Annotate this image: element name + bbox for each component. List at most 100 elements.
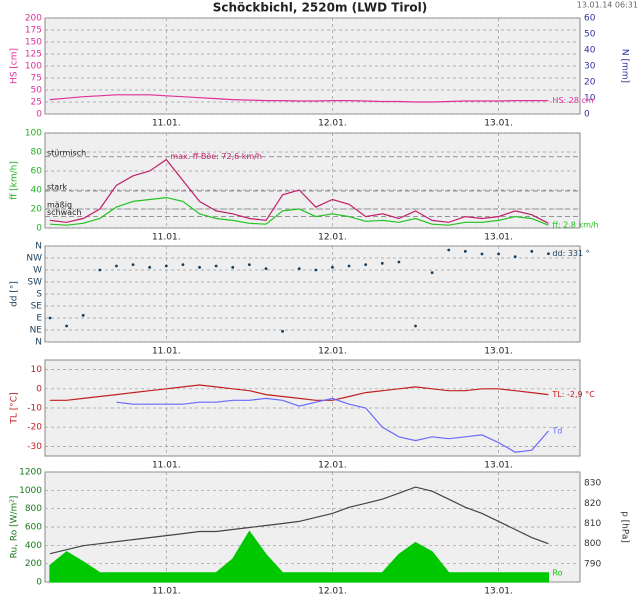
point [530,249,534,253]
reference-label: stark [47,182,67,191]
point [397,260,401,264]
x-tick-label: 12.01. [318,347,347,357]
line [116,397,549,453]
x-tick-label: 11.01. [152,587,181,597]
plot-area [44,132,581,229]
point [480,252,484,256]
y2-tick-label: 0 [584,110,590,120]
point [430,271,434,275]
y-tick-label: SW [27,278,42,288]
point [314,268,318,272]
point [331,265,334,269]
y-tick-label: NW [26,254,42,264]
y-tick-label: 100 [25,62,42,72]
y-tick-label: 50 [31,86,43,96]
point [364,263,368,267]
x-tick-label: 12.01. [318,233,347,243]
y2-tick-label: 10 [584,94,596,104]
point [231,265,235,269]
y-tick-label: -10 [27,404,42,414]
y-tick-label: 600 [25,523,42,533]
y-axis-label: ff [km/h] [10,161,20,200]
y-tick-label: 1000 [19,486,42,496]
y2-tick-label: 20 [584,78,596,88]
reference-label: schwach [47,208,82,217]
x-tick-label: 13.01. [484,233,513,243]
series-label: max. ff Böe: 72,6 km/h [170,152,262,161]
point [380,261,384,265]
y-tick-label: E [36,314,42,324]
y-tick-label: 25 [31,98,42,108]
y-tick-label: 125 [25,50,42,60]
series-label: ff: 2,8 km/h [552,221,598,230]
y-tick-label: 100 [25,129,42,139]
y-tick-label: 75 [31,74,42,84]
y2-tick-label: 820 [584,499,601,509]
title: Schöckbichl, 2520m (LWD Tirol) [213,1,428,15]
y-tick-label: 0 [36,384,42,394]
series-label: HS: 28 cm [552,96,593,105]
y-tick-label: 400 [25,541,42,551]
y-tick-label: 200 [25,559,42,569]
y2-axis-label: N [mm] [620,49,630,83]
reference-label: stürmisch [47,148,86,157]
y-tick-label: S [36,290,42,300]
y-tick-label: 80 [31,148,43,158]
point [414,324,417,328]
point [164,264,168,268]
x-tick-label: 13.01. [484,347,513,357]
point [48,316,52,320]
x-tick-label: 11.01. [152,347,181,357]
y-axis-label: Ru, Ro [W/m²] [10,496,20,559]
point [81,313,85,317]
y2-tick-label: 800 [584,539,601,549]
y2-tick-label: 830 [584,479,601,489]
y-tick-label: 40 [31,186,43,196]
y-tick-label: SE [31,302,43,312]
point [281,329,284,333]
x-tick-label: 11.01. [152,461,181,471]
point [214,264,218,268]
point [115,264,118,268]
y-tick-label: N [35,338,42,348]
x-tick-label: 13.01. [484,119,513,129]
reference-label: mäßig [47,201,72,210]
x-tick-label: 13.01. [484,461,513,471]
y-tick-label: 200 [25,14,42,24]
line [49,94,549,103]
series-label: dd: 331 ° [552,249,589,258]
point [297,267,301,271]
y-tick-label: 60 [31,167,43,177]
y-tick-label: 0 [36,224,42,234]
y-tick-label: NE [30,326,43,336]
y-tick-label: N [35,242,42,252]
y-tick-label: 175 [25,26,42,36]
y2-tick-label: 50 [584,30,596,40]
y-axis-label: TL [°C] [10,392,20,424]
y-tick-label: 20 [31,205,43,215]
point [497,252,500,256]
y-tick-label: 0 [36,110,42,120]
y2-tick-label: 60 [584,14,596,24]
y2-axis-label: p [hPa] [620,511,630,543]
point [65,324,68,328]
y-axis-label: dd [°] [10,281,20,307]
point [181,263,185,267]
y-tick-label: 800 [25,504,42,514]
point [198,265,201,269]
y-tick-label: 1200 [19,468,42,478]
point [513,255,517,259]
point [347,264,351,268]
x-tick-label: 11.01. [152,233,181,243]
timestamp: 13.01.14 06:31 [577,1,638,10]
point [264,267,268,271]
y-tick-label: W [33,266,42,276]
series-label: Ro [552,568,562,577]
y-tick-label: 150 [25,38,42,48]
y2-tick-label: 40 [584,46,596,56]
series-label: Td [551,427,562,436]
series-label: TL: -2,9 °C [551,390,595,399]
x-tick-label: 13.01. [484,587,513,597]
line [49,486,549,555]
y-axis-label: HS [cm] [10,48,20,84]
